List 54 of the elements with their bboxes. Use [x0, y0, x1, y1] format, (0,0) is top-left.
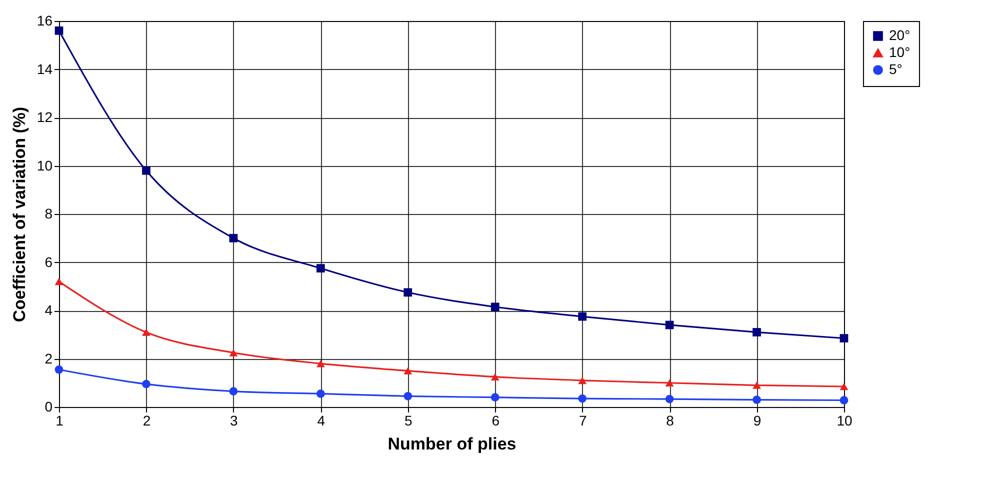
point	[490, 373, 500, 380]
point	[142, 328, 150, 336]
x-tick-label: 6	[492, 412, 500, 428]
point	[142, 166, 150, 175]
y-tick-label: 10	[36, 157, 53, 174]
point	[142, 380, 150, 388]
point	[665, 394, 674, 404]
point	[316, 264, 325, 272]
y-tick-label: 8	[44, 206, 53, 222]
point	[229, 387, 238, 396]
point	[229, 349, 238, 356]
y-tick-label: 12	[36, 109, 53, 125]
x-axis-title: Number of plies	[388, 434, 516, 454]
point	[54, 26, 64, 35]
point	[840, 396, 848, 404]
point	[54, 365, 64, 374]
y-tick-label: 6	[44, 254, 53, 270]
point	[316, 360, 325, 368]
point	[404, 367, 412, 374]
x-tick-label: 7	[578, 412, 587, 428]
x-tick-label: 10	[836, 412, 852, 428]
y-tick-label: 16	[36, 12, 53, 28]
point	[752, 328, 761, 336]
x-tick-label: 3	[230, 412, 238, 428]
point	[229, 234, 238, 242]
point	[578, 312, 587, 321]
x-tick-label: 5	[404, 412, 412, 428]
point	[404, 288, 412, 297]
y-tick-label: 0	[44, 398, 53, 414]
point	[665, 320, 674, 330]
point	[752, 382, 761, 389]
point	[840, 334, 848, 342]
point	[578, 394, 587, 403]
y-tick-label: 4	[44, 302, 53, 318]
x-tick-label: 9	[753, 412, 762, 428]
y-axis-title: Coefficient of variation (%)	[10, 106, 29, 322]
x-tick-label: 4	[317, 412, 326, 428]
y-tick-label: 2	[44, 350, 53, 366]
point	[490, 302, 500, 312]
point	[840, 382, 848, 390]
legend-label: 5°	[889, 61, 902, 77]
point	[752, 396, 761, 404]
point	[316, 390, 325, 398]
point	[665, 379, 674, 386]
legend-label: 10°	[889, 44, 910, 60]
point	[490, 393, 500, 402]
x-tick-label: 8	[666, 412, 674, 428]
legend-label: 20°	[889, 27, 910, 43]
x-tick-label: 2	[142, 412, 151, 428]
x-tick-label: 1	[56, 412, 64, 428]
point	[578, 376, 587, 384]
point	[54, 278, 64, 286]
y-tick-label: 14	[36, 60, 53, 77]
point	[404, 392, 412, 400]
